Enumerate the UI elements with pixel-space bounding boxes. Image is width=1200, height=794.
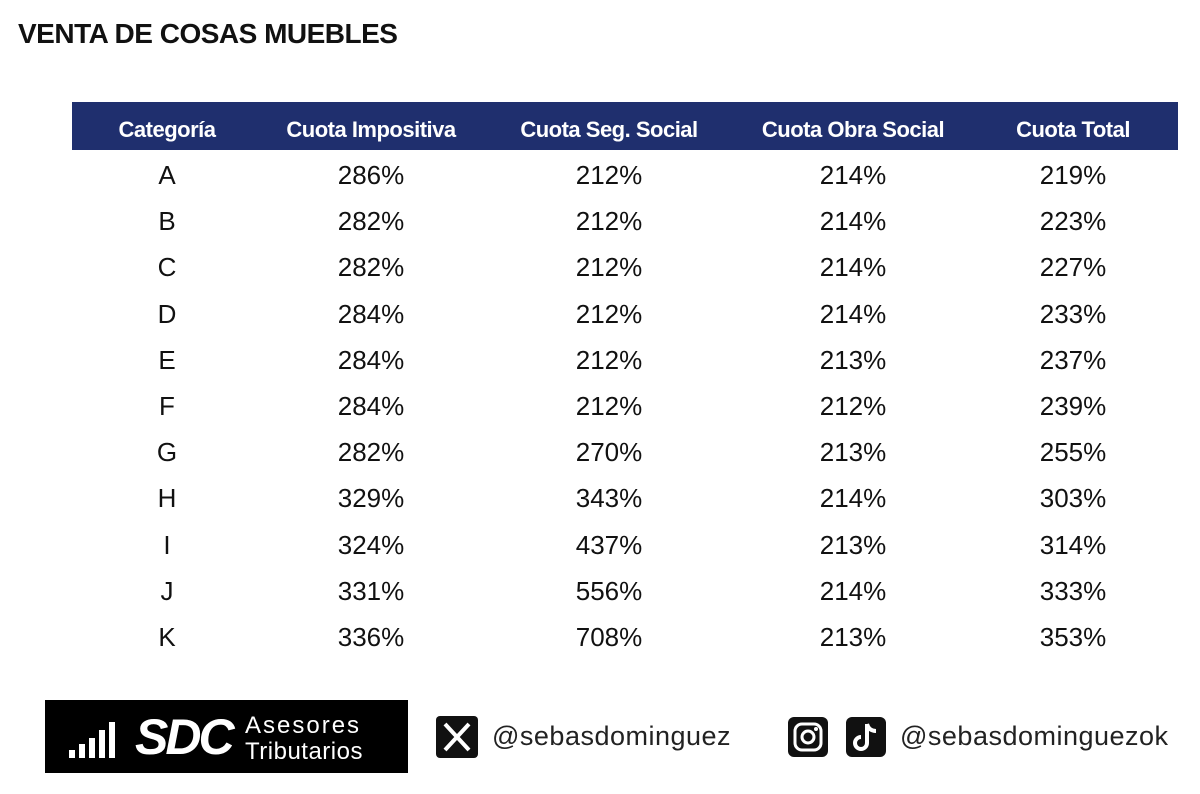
table-cell: 239% — [1039, 391, 1107, 421]
table-cell: I — [163, 529, 171, 560]
table-cell: 314% — [1039, 529, 1107, 560]
table-cell: 284% — [337, 391, 405, 421]
table-cell: 331% — [337, 575, 405, 606]
table-cell: 343% — [575, 483, 643, 514]
table-cell: D — [157, 298, 177, 329]
table-cell: B — [158, 206, 176, 237]
table-cell: 213% — [819, 529, 887, 560]
table-cell: H — [157, 483, 177, 514]
table-cell: 437% — [575, 529, 643, 560]
table-cell: E — [158, 344, 176, 375]
table-cell: 284% — [337, 344, 405, 375]
table-cell: 237% — [1039, 344, 1107, 375]
table-cell: 708% — [575, 622, 643, 652]
table-cell: 214% — [819, 160, 887, 190]
table-cell: 233% — [1039, 298, 1107, 329]
table-cell: 214% — [819, 206, 887, 237]
table-cell: 214% — [819, 298, 887, 329]
table-cell: J — [160, 575, 174, 606]
header-cell: Categoría — [118, 117, 216, 142]
table-cell: 303% — [1039, 483, 1107, 514]
header-cell: Cuota Obra Social — [761, 117, 945, 142]
logo-bars — [69, 722, 115, 758]
table-cell: 329% — [337, 483, 405, 514]
table-cell: K — [158, 622, 176, 652]
table-cell: 255% — [1039, 437, 1107, 468]
table-cell: 212% — [575, 252, 643, 283]
logo-line1: Asesores — [245, 712, 362, 739]
table-cell: 286% — [337, 160, 405, 190]
table-cell: 213% — [819, 344, 887, 375]
table-cell: 284% — [337, 298, 405, 329]
table-cell: F — [159, 391, 175, 421]
table-cell: 212% — [575, 206, 643, 237]
table-cell: 219% — [1039, 160, 1107, 190]
table-cell: 214% — [819, 483, 887, 514]
table-cell: 324% — [337, 529, 405, 560]
table-cell: 227% — [1039, 252, 1107, 283]
table-cell: G — [156, 437, 178, 468]
table-cell: 212% — [575, 160, 643, 190]
table-header-bar — [72, 102, 1178, 150]
table-cell: 282% — [337, 252, 405, 283]
x-icon — [436, 716, 478, 758]
table-cell: 270% — [575, 437, 643, 468]
title: VENTA DE COSAS MUEBLES — [18, 18, 398, 49]
table-cell: 282% — [337, 206, 405, 237]
table-cell: 353% — [1039, 622, 1107, 652]
table-cell: 336% — [337, 622, 405, 652]
table-cell: 213% — [819, 437, 887, 468]
table-cell: 213% — [819, 622, 887, 652]
table-cell: 556% — [575, 575, 643, 606]
table-cell: 212% — [819, 391, 887, 421]
table-cell: 212% — [575, 298, 643, 329]
logo-name: SDC — [135, 709, 235, 765]
social-handle: @sebasdominguezok — [900, 721, 1169, 751]
table-cell: 212% — [575, 391, 643, 421]
table-cell: C — [157, 252, 177, 283]
header-cell: Cuota Total — [1016, 117, 1130, 142]
instagram-icon — [788, 717, 828, 757]
table-cell: 282% — [337, 437, 405, 468]
tiktok-icon — [846, 717, 886, 757]
x-handle: @sebasdominguez — [492, 721, 732, 751]
header-cell: Cuota Impositiva — [286, 117, 456, 142]
table-cell: 214% — [819, 252, 887, 283]
logo-line2: Tributarios — [245, 738, 363, 765]
header-cell: Cuota Seg. Social — [520, 117, 698, 142]
logo: SDC Asesores Tributarios — [45, 700, 408, 773]
table-cell: 214% — [819, 575, 887, 606]
table-cell: A — [158, 160, 176, 190]
table-cell: 333% — [1039, 575, 1107, 606]
table-cell: 212% — [575, 344, 643, 375]
table-cell: 223% — [1039, 206, 1107, 237]
